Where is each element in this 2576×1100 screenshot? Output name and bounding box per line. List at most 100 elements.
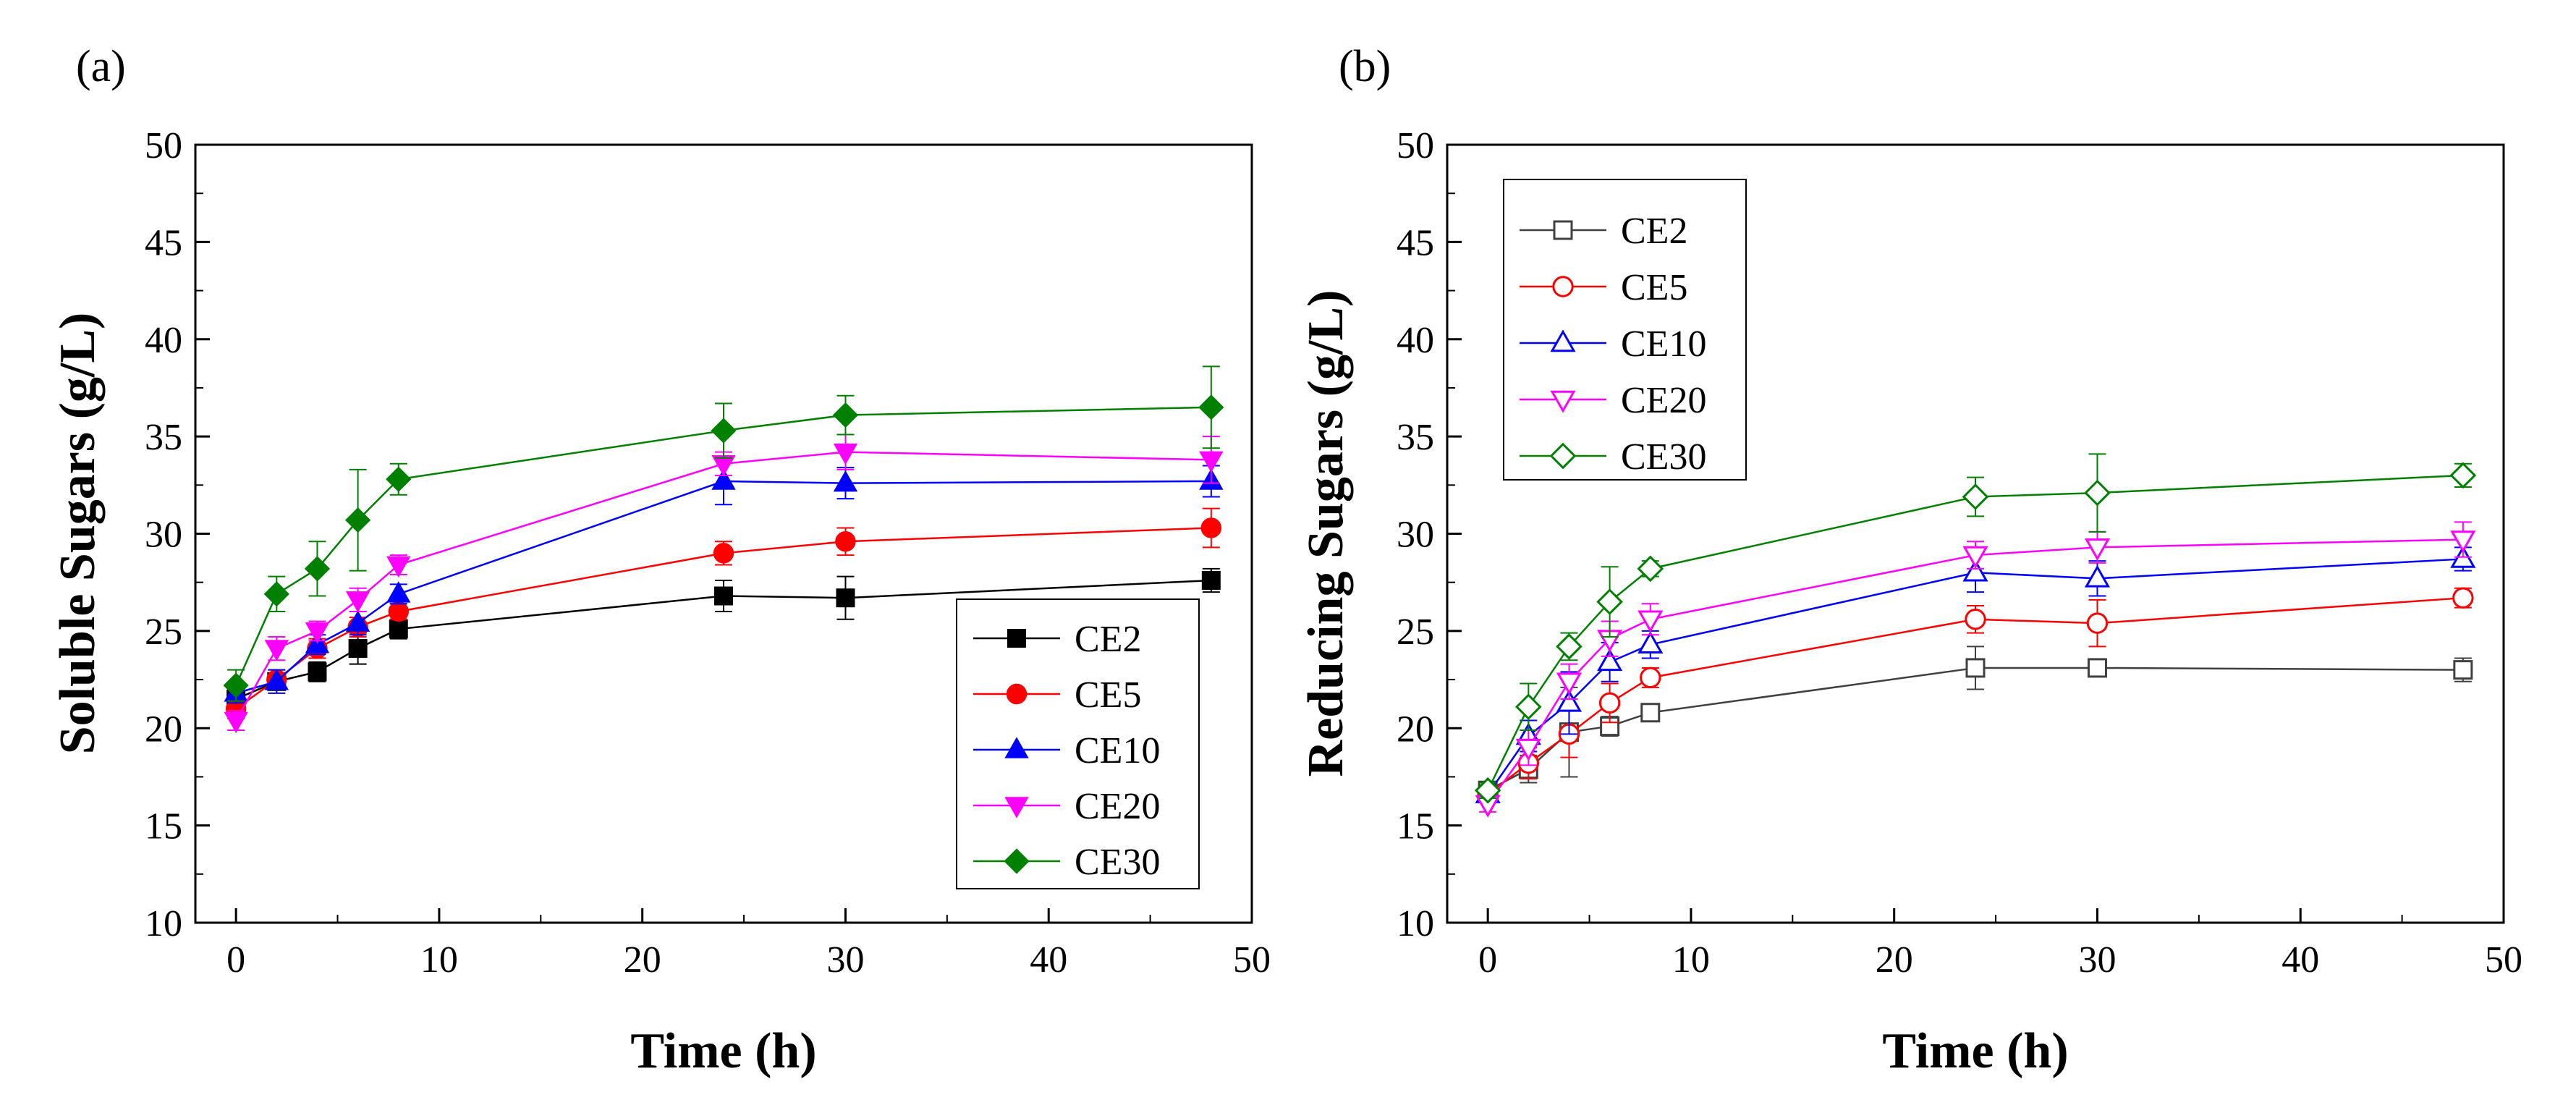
b-series-ce2-point xyxy=(2453,660,2473,680)
b-series-ce10-point xyxy=(2084,564,2111,588)
a-series-ce2-point xyxy=(836,588,855,608)
b-legend-ce5-marker xyxy=(1552,276,1574,297)
panel-b-legend: CE2 CE5 CE10 CE20 CE30 xyxy=(1503,179,1747,481)
a-series-ce30-point xyxy=(386,466,412,492)
a-y-tick-label: 10 xyxy=(145,903,182,944)
b-series-ce20-point xyxy=(2450,530,2476,554)
a-series-ce5-point xyxy=(388,601,409,622)
a-x-tick-label: 50 xyxy=(1233,939,1271,981)
a-legend-ce20-label: CE20 xyxy=(1075,786,1160,827)
b-y-tick-label: 35 xyxy=(1397,417,1434,458)
b-series-ce5-point xyxy=(2452,587,2474,609)
a-series-ce20-point xyxy=(833,443,858,465)
b-x-tick-label: 40 xyxy=(2281,939,2319,981)
b-legend-ce2-label: CE2 xyxy=(1621,211,1687,252)
panel-b-legend-entries: CE2 CE5 CE10 CE20 CE30 xyxy=(1520,211,1706,478)
a-series-ce10-line xyxy=(235,480,1211,695)
a-legend-ce2-label: CE2 xyxy=(1075,619,1141,660)
a-series-ce30-point xyxy=(345,507,371,533)
a-y-tick-label: 15 xyxy=(145,806,182,847)
b-legend-ce5-label: CE5 xyxy=(1621,267,1687,308)
a-series-ce20-point xyxy=(386,556,411,578)
b-y-tick-label: 20 xyxy=(1397,708,1434,750)
b-legend-ce30-label: CE30 xyxy=(1621,436,1706,478)
panel-b-series xyxy=(1474,453,2477,818)
b-legend-ce10-label: CE10 xyxy=(1621,323,1706,365)
a-legend-ce30-label: CE30 xyxy=(1075,842,1160,883)
a-x-tick-label: 20 xyxy=(624,939,661,981)
b-series-ce20-point xyxy=(1515,738,1541,761)
panel-a-x-ticks: 0 10 20 30 40 50 xyxy=(226,908,1271,981)
panel-a-y-axis-title: Soluble Sugars (g/L) xyxy=(50,313,106,755)
a-series-ce30 xyxy=(223,365,1224,702)
a-y-tick-label: 50 xyxy=(145,125,182,166)
b-x-tick-label: 0 xyxy=(1478,939,1497,981)
b-series-ce30-point xyxy=(1514,693,1542,721)
b-series-ce30-point xyxy=(1596,588,1623,615)
a-series-ce30-point xyxy=(223,672,249,698)
a-series-ce20-point xyxy=(224,711,248,734)
a-legend-ce20-marker xyxy=(1004,797,1029,818)
b-series-ce5-point xyxy=(1640,667,1661,689)
a-series-ce30-point xyxy=(263,581,289,607)
a-series-ce2-point xyxy=(389,619,408,639)
a-y-tick-label: 45 xyxy=(145,222,182,263)
b-series-ce30 xyxy=(1474,453,2477,804)
b-series-ce30-point xyxy=(1962,483,1989,510)
panel-a-label: (a) xyxy=(76,42,126,91)
a-series-ce10-point xyxy=(264,669,289,690)
a-series-ce30-point xyxy=(304,556,331,582)
b-series-ce30-point xyxy=(2084,479,2111,507)
b-y-tick-label: 25 xyxy=(1397,612,1434,653)
a-y-tick-label: 30 xyxy=(145,515,182,556)
b-series-ce10-point xyxy=(1637,631,1664,653)
b-series-ce2 xyxy=(1478,646,2473,800)
a-series-ce5-point xyxy=(1200,517,1222,538)
b-legend-ce20-marker xyxy=(1550,390,1576,413)
a-series-ce10-point xyxy=(345,610,370,632)
b-legend-ce10-marker xyxy=(1550,329,1576,352)
b-x-tick-label: 10 xyxy=(1672,939,1710,981)
a-y-tick-label: 20 xyxy=(145,708,182,750)
b-series-ce30-point xyxy=(1556,633,1583,660)
b-series-ce30-point xyxy=(1637,555,1664,583)
b-series-ce20-point xyxy=(1637,610,1664,633)
panel-a-legend-entries: CE2 CE5 CE10 CE20 CE30 xyxy=(973,619,1160,883)
b-series-ce20-point xyxy=(2084,538,2111,561)
a-series-ce20-point xyxy=(305,622,330,644)
panel-a-legend: CE2 CE5 CE10 CE20 CE30 xyxy=(956,598,1200,889)
a-series-ce30-point xyxy=(711,418,737,444)
a-series-ce2-point xyxy=(1201,571,1221,590)
a-y-tick-label: 40 xyxy=(145,320,182,361)
b-series-ce20-line xyxy=(1487,538,2463,805)
panel-b-y-axis-title: Reducing Sugars (g/L) xyxy=(1298,290,1354,777)
a-y-tick-label: 25 xyxy=(145,612,182,653)
panel-b-y-ticks: 10 15 20 25 30 35 40 45 50 xyxy=(1397,125,1462,944)
panel-b-x-ticks: 0 10 20 30 40 50 xyxy=(1478,908,2522,981)
b-series-ce20-point xyxy=(1962,546,1988,569)
a-series-ce30-point xyxy=(832,402,859,428)
a-series-ce20 xyxy=(224,433,1224,734)
b-series-ce2-point xyxy=(2087,658,2107,678)
b-series-ce30-line xyxy=(1487,474,2463,791)
b-series-ce30-point xyxy=(1474,777,1501,804)
b-series-ce5-point xyxy=(1965,609,1986,630)
b-series-ce5-point xyxy=(2086,612,2109,634)
b-x-tick-label: 20 xyxy=(1876,939,1913,981)
b-series-ce10-point xyxy=(1962,559,1988,582)
a-series-ce10-point xyxy=(833,470,858,492)
a-series-ce20-point xyxy=(345,591,370,613)
panel-a-x-axis-title: Time (h) xyxy=(630,1023,816,1079)
a-series-ce20-point xyxy=(1199,451,1224,473)
a-series-ce20-point xyxy=(264,640,289,661)
b-y-tick-label: 10 xyxy=(1397,903,1434,944)
a-series-ce2-point xyxy=(348,639,368,659)
b-series-ce2-point xyxy=(1965,658,1986,678)
b-legend-ce20-label: CE20 xyxy=(1621,380,1706,421)
a-series-ce2-point xyxy=(308,662,327,682)
b-series-ce2-point xyxy=(1640,703,1661,723)
a-x-tick-label: 40 xyxy=(1030,939,1067,981)
a-x-tick-label: 30 xyxy=(826,939,864,981)
b-series-ce10-point xyxy=(1556,689,1583,712)
b-y-tick-label: 45 xyxy=(1397,222,1434,263)
